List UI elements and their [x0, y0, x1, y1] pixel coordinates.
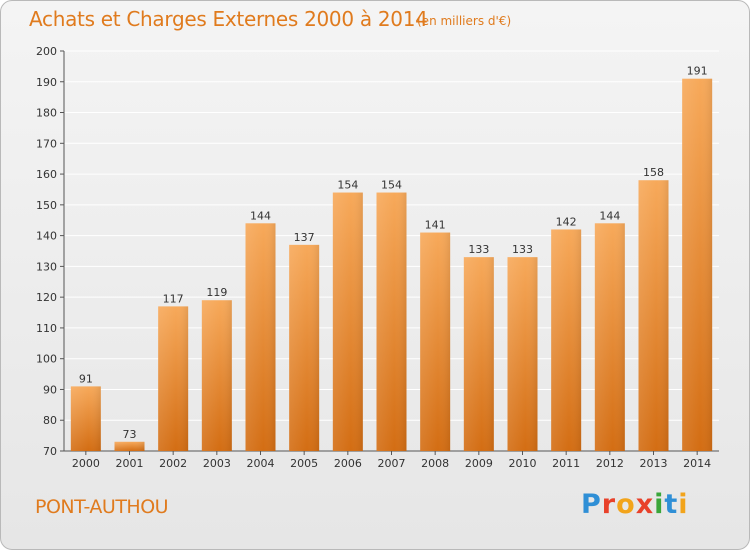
x-tick-label: 2003	[203, 457, 231, 470]
logo-letter: x	[635, 489, 655, 520]
bar-shade	[158, 306, 189, 451]
value-label: 144	[599, 209, 620, 222]
bar-shade	[507, 257, 538, 451]
value-label: 73	[123, 428, 137, 441]
value-label: 142	[556, 215, 577, 228]
value-label: 191	[687, 65, 708, 78]
chart-subtitle: (en milliers d'€)	[417, 14, 512, 28]
x-tick-label: 2006	[334, 457, 362, 470]
x-tick-label: 2008	[421, 457, 449, 470]
y-tick-label: 140	[36, 230, 57, 243]
y-tick-label: 180	[36, 107, 57, 120]
y-tick-label: 160	[36, 168, 57, 181]
x-tick-label: 2005	[290, 457, 318, 470]
y-tick-label: 90	[43, 383, 57, 396]
value-label: 119	[206, 286, 227, 299]
value-label: 154	[337, 179, 358, 192]
value-label: 133	[468, 243, 489, 256]
bar-shade	[638, 180, 669, 451]
y-tick-label: 120	[36, 291, 57, 304]
bar-shade	[594, 223, 625, 451]
value-label: 144	[250, 209, 271, 222]
logo-letter: r	[601, 489, 617, 520]
value-label: 137	[294, 231, 315, 244]
x-tick-label: 2014	[683, 457, 711, 470]
x-tick-label: 2011	[552, 457, 580, 470]
value-label: 133	[512, 243, 533, 256]
y-tick-label: 150	[36, 199, 57, 212]
x-tick-label: 2013	[640, 457, 668, 470]
bar-shade	[201, 300, 232, 451]
bar-shade	[420, 232, 451, 451]
x-tick-label: 2001	[116, 457, 144, 470]
value-label: 154	[381, 179, 402, 192]
value-label: 117	[163, 292, 184, 305]
y-tick-label: 190	[36, 76, 57, 89]
y-tick-labels: 70 80 90 100 110 120 130 140 150 160 170 180 190 200	[36, 45, 57, 458]
x-tick-label: 2012	[596, 457, 624, 470]
bar-shade	[332, 192, 363, 452]
x-tick-labels: 2000 2001 2002 2003 2004 2005 2006 2007 2008 2009…	[72, 451, 711, 470]
x-tick-label: 2002	[159, 457, 187, 470]
x-tick-label: 2000	[72, 457, 100, 470]
bar-shade	[114, 441, 145, 451]
x-tick-label: 2009	[465, 457, 493, 470]
bars	[70, 78, 713, 452]
logo-letter: P	[581, 489, 602, 520]
bar-shade	[463, 257, 494, 451]
bar-shade	[70, 386, 101, 451]
x-tick-label: 2004	[247, 457, 275, 470]
chart-title: Achats et Charges Externes 2000 à 2014	[29, 7, 428, 31]
y-tick-label: 200	[36, 45, 57, 58]
bar-shade	[376, 192, 407, 452]
y-tick-label: 80	[43, 414, 57, 427]
y-tick-label: 110	[36, 322, 57, 335]
x-tick-label: 2010	[509, 457, 537, 470]
town-name: PONT-AUTHOU	[35, 496, 169, 518]
y-tick-label: 70	[43, 445, 57, 458]
logo-letter: t	[664, 489, 679, 520]
y-tick-label: 130	[36, 260, 57, 273]
value-label: 91	[79, 372, 93, 385]
bar-shade	[551, 229, 582, 451]
logo-letter: o	[616, 489, 636, 520]
value-label: 141	[425, 219, 446, 232]
y-tick-label: 100	[36, 353, 57, 366]
y-tick-label: 170	[36, 137, 57, 150]
bar-shade	[289, 244, 320, 451]
proxiti-logo[interactable]: Proxiti	[581, 489, 689, 520]
bar-shade	[245, 223, 276, 451]
bar-shade	[682, 78, 713, 451]
x-tick-label: 2007	[378, 457, 406, 470]
logo-letter: i	[654, 489, 665, 520]
value-labels: 91 73 117 119 144 137 154 154 141 133 133 142 144 158…	[79, 65, 708, 441]
logo-letter: i	[678, 489, 689, 520]
value-label: 158	[643, 166, 664, 179]
